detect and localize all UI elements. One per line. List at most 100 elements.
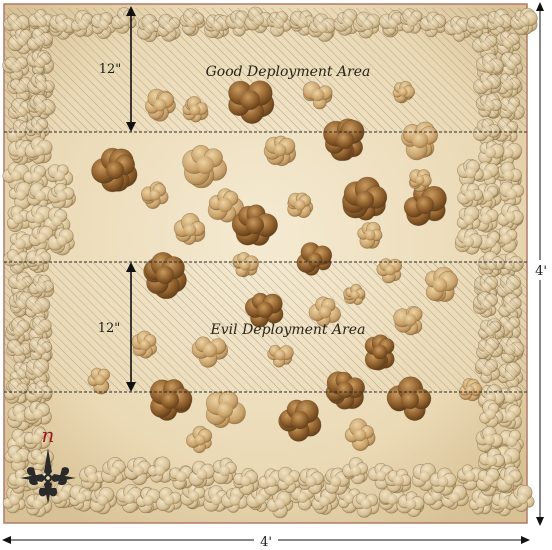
wood-tree — [357, 221, 383, 249]
edge-tree — [24, 491, 53, 518]
wood-tree — [87, 367, 110, 395]
edge-tree — [258, 468, 285, 496]
wood-tree — [302, 81, 333, 110]
edge-tree — [135, 486, 161, 514]
edge-tree — [476, 467, 503, 492]
edge-tree — [266, 489, 294, 519]
dimension-label-middle: 12" — [98, 321, 121, 336]
edge-tree — [478, 140, 505, 167]
edge-tree — [441, 484, 469, 510]
edge-tree — [45, 164, 74, 189]
edge-tree — [298, 468, 325, 495]
height-arrow — [533, 2, 549, 526]
wood-tree — [207, 188, 244, 223]
edge-tree — [454, 228, 483, 255]
wood-tree — [144, 88, 176, 122]
edge-tree — [4, 444, 31, 472]
edge-tree — [476, 230, 502, 257]
wood-tree — [228, 80, 275, 124]
edge-tree — [180, 482, 208, 510]
wood-tree — [149, 379, 193, 421]
wood-tree — [185, 425, 213, 454]
edge-tree — [496, 465, 523, 494]
edge-tree — [311, 487, 339, 515]
wood-tree — [425, 266, 458, 302]
edge-tree — [456, 205, 481, 233]
wood-tree — [182, 96, 209, 123]
edge-tree — [8, 181, 33, 210]
wood-tree — [267, 344, 294, 368]
good-deployment-label: Good Deployment Area — [206, 64, 371, 80]
edge-tree — [147, 456, 173, 483]
edge-tree — [352, 492, 380, 518]
wood-tree — [173, 213, 206, 245]
wood-tree — [308, 296, 341, 327]
wood-tree — [141, 181, 169, 210]
wood-tree — [325, 371, 366, 410]
edge-tree — [79, 465, 106, 492]
wood-tree — [344, 418, 376, 452]
edge-tree — [457, 464, 484, 491]
wood-tree — [342, 176, 388, 221]
wood-tree — [263, 135, 297, 167]
edge-tree — [396, 491, 425, 518]
wood-tree — [244, 292, 284, 328]
wood-tree — [191, 336, 229, 368]
edge-tree — [212, 457, 237, 485]
dimension-arrow-middle — [126, 262, 136, 392]
wood-tree — [459, 378, 483, 402]
edge-tree — [26, 182, 54, 209]
edge-tree — [124, 456, 152, 486]
wood-tree — [232, 252, 260, 278]
edge-tree — [457, 182, 484, 209]
edge-tree — [384, 468, 412, 494]
wood-tree — [182, 145, 227, 189]
wood-tree — [143, 252, 187, 300]
edge-tree — [277, 466, 302, 494]
wood-tree — [343, 283, 366, 305]
wood-tree — [287, 192, 314, 219]
height-label: 4' — [535, 264, 547, 279]
edge-tree — [47, 227, 75, 256]
edge-tree — [323, 467, 350, 495]
edge-tree — [23, 400, 52, 427]
edge-tree — [475, 426, 503, 454]
edge-tree — [233, 467, 259, 496]
wood-tree — [403, 184, 447, 227]
compass-rose-icon — [20, 448, 76, 504]
edge-tree — [23, 425, 51, 453]
edge-tree — [89, 486, 117, 515]
wood-tree — [408, 169, 432, 193]
edge-tree — [468, 489, 494, 515]
edge-tree — [69, 484, 94, 512]
edge-tree — [342, 457, 369, 485]
evil-deployment-label: Evil Deployment Area — [210, 322, 366, 338]
edge-tree — [429, 467, 457, 496]
edge-tree — [476, 183, 502, 210]
edge-tree — [457, 158, 484, 187]
wood-tree — [231, 204, 278, 246]
edge-tree — [479, 399, 504, 428]
edge-tree — [498, 429, 524, 456]
compass — [20, 448, 76, 504]
dimension-arrow-top — [126, 6, 136, 132]
edge-tree — [497, 203, 524, 232]
dimension-label-top: 12" — [99, 62, 122, 77]
edge-tree — [24, 136, 53, 165]
edge-tree — [101, 457, 129, 484]
wood-tree — [364, 334, 395, 371]
wood-tree — [392, 80, 415, 104]
wood-tree — [91, 147, 138, 193]
edge-tree — [498, 181, 525, 207]
width-arrow — [2, 531, 530, 549]
wood-tree — [323, 118, 365, 161]
edge-tree — [507, 484, 535, 512]
edge-tree — [188, 460, 216, 488]
wood-tree — [205, 390, 246, 429]
wood-tree — [278, 399, 322, 442]
edge-tree — [47, 182, 76, 209]
width-label: 4' — [260, 535, 272, 550]
north-label: n — [42, 423, 55, 447]
wood-tree — [393, 305, 423, 336]
